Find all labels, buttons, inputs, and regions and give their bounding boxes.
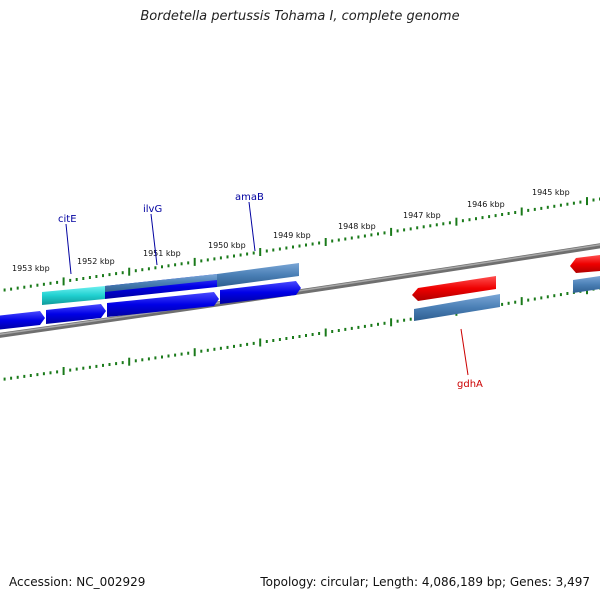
gene-label-ilvG[interactable]: ilvG: [143, 204, 162, 215]
map-title: Bordetella pertussis Tohama I, complete …: [140, 9, 460, 24]
scale-tick-label: 1946 kbp: [467, 200, 505, 209]
gene-label-citE[interactable]: citE: [58, 214, 77, 225]
gene-steel-right-lower[interactable]: [414, 294, 500, 321]
scale-tick-label: 1952 kbp: [77, 257, 115, 266]
outer-gene-track: [42, 255, 600, 305]
gene-labels: citE ilvG amaB gdhA: [58, 192, 483, 390]
scale-tick-label: 1953 kbp: [12, 264, 50, 273]
scale-tick-label: 1949 kbp: [273, 231, 311, 240]
gene-amaB[interactable]: [217, 263, 299, 287]
outer-scale-track: [3, 197, 600, 292]
gene-label-gdhA[interactable]: gdhA: [457, 379, 483, 390]
inner-scale-track: [3, 286, 600, 381]
genome-summary: Topology: circular; Length: 4,086,189 bp…: [260, 575, 590, 589]
gene-label-amaB[interactable]: amaB: [235, 192, 264, 203]
gene-ilvG-steel-part[interactable]: [105, 274, 217, 292]
gene-blue-2[interactable]: [46, 304, 106, 324]
gene-steel-edge[interactable]: [573, 276, 600, 293]
gene-blue-4[interactable]: [220, 281, 301, 304]
scale-tick-label: 1950 kbp: [208, 241, 246, 250]
scale-tick-label: 1951 kbp: [143, 249, 181, 258]
inner-gene-track: [0, 276, 600, 330]
scale-tick-label: 1947 kbp: [403, 211, 441, 220]
gene-label-leaders: [65, 201, 469, 376]
scale-labels: 1953 kbp 1952 kbp 1951 kbp 1950 kbp 1949…: [12, 188, 570, 273]
scale-tick-label: 1948 kbp: [338, 222, 376, 231]
gene-blue-3[interactable]: [107, 292, 219, 317]
accession-label: Accession: NC_002929: [9, 575, 146, 589]
gene-citE[interactable]: [42, 286, 105, 305]
gene-left-edge[interactable]: [0, 311, 45, 330]
scale-tick-label: 1945 kbp: [532, 188, 570, 197]
gene-red-right[interactable]: [570, 255, 600, 273]
gene-gdhA[interactable]: [412, 276, 496, 301]
genome-backbone: [0, 243, 600, 338]
